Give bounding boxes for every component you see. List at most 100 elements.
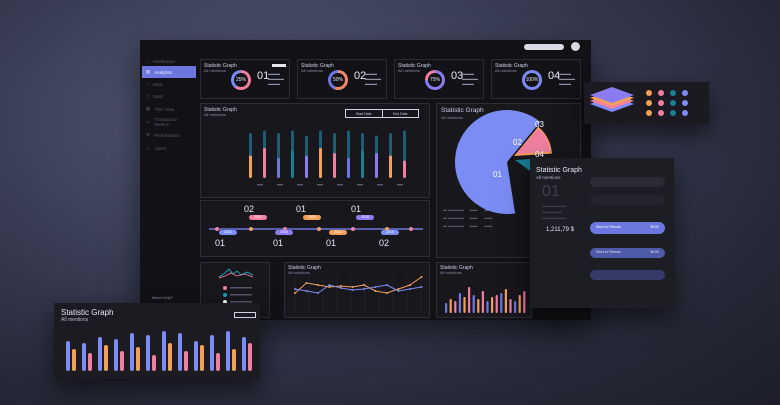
bar	[104, 345, 108, 371]
bar	[458, 293, 461, 313]
bar	[120, 351, 124, 371]
stat-card-sub: All mentions	[398, 68, 420, 73]
transaction-row[interactable]	[590, 195, 665, 205]
stat-card-4: Statistic Graph All mentions 100% 04 ▬▬▬…	[491, 59, 581, 99]
timeline-node	[351, 227, 355, 231]
square-icon: □	[146, 93, 149, 99]
timeline-number: 01	[351, 204, 362, 214]
panel-subtitle: All mentions	[288, 270, 310, 275]
search-input[interactable]	[524, 44, 564, 50]
dot-icon	[670, 110, 676, 116]
timeline-node	[215, 227, 219, 231]
pie-label: 04	[535, 150, 544, 159]
bar	[232, 349, 236, 371]
bar	[277, 158, 280, 178]
dot-icon	[682, 90, 688, 96]
donut-chart: 100%	[522, 70, 542, 90]
stat-card-title: Statistic Graph	[301, 63, 334, 69]
bar	[403, 160, 406, 178]
help-link[interactable]: Need Help?	[152, 295, 174, 300]
bar	[162, 331, 166, 371]
bar	[523, 291, 526, 313]
bar	[72, 349, 76, 371]
bar	[200, 345, 204, 371]
bar	[347, 158, 350, 178]
stat-card-title: Statistic Graph	[204, 63, 237, 69]
year-chip[interactable]: 2016	[275, 230, 293, 235]
sidebar-item-data[interactable]: ○ Data	[146, 81, 163, 87]
panel-subtitle: All mentions	[441, 115, 463, 120]
year-chip[interactable]: 2014	[329, 230, 347, 235]
bar	[82, 343, 86, 371]
bar-chart-panel: Statistic Graph All mentions Start Date …	[200, 103, 430, 198]
data-point	[305, 290, 308, 292]
data-point	[397, 288, 400, 290]
bar	[481, 291, 484, 313]
bar	[361, 150, 364, 178]
line-chart	[294, 275, 423, 313]
bar	[248, 343, 252, 371]
tick-label	[337, 184, 343, 186]
date-range: Start Date End Date	[345, 109, 419, 118]
tick-label	[357, 184, 363, 186]
sidebar-item-top-view[interactable]: ▦ TOP View	[146, 106, 175, 112]
pie-label: 03	[535, 120, 544, 129]
panel-subtitle: All mentions	[61, 317, 89, 323]
data-point	[386, 284, 388, 286]
end-date-button[interactable]: End Date	[392, 111, 408, 116]
transaction-row[interactable]: Send to Friends 38.00	[590, 248, 665, 258]
bar	[130, 333, 134, 371]
pie-table: ▬ ▬▬▬▬ ▬▬ ▬▬ ▬ ▬▬▬▬ ▬▬ ▬▬ ▬ ▬▬▬▬ ▬▬ ▬▬	[443, 207, 493, 228]
bar	[291, 150, 294, 178]
transaction-row-selected[interactable]: Send to Friends 38.00	[590, 222, 665, 234]
bar	[389, 155, 392, 178]
timeline-panel: 02 01 01 01 01 01 02 2022 2020 2018 2024…	[200, 200, 430, 257]
bar	[178, 333, 182, 371]
year-chip[interactable]: 2020	[303, 215, 321, 220]
dot-icon	[658, 110, 664, 116]
series-line	[294, 276, 422, 294]
stat-card-2: Statistic Graph All mentions 50% 02 ▬▬▬ ▬…	[297, 59, 387, 99]
transaction-row[interactable]	[590, 270, 665, 280]
chart-icon: ▥	[146, 69, 151, 74]
card-icon: ▭	[146, 119, 151, 124]
bar	[500, 293, 503, 313]
stat-card-sub: All mentions	[204, 68, 226, 73]
range-toggle[interactable]	[234, 312, 256, 318]
sidebar-item-dashboard[interactable]: ⌂ Dashboard	[146, 58, 175, 64]
bar	[152, 355, 156, 371]
toggle[interactable]	[272, 64, 286, 67]
stat-number: 03	[451, 70, 464, 82]
dot-icon	[646, 90, 652, 96]
statistic-panel-floating-right: Statistic Graph All mentions 01 ▬▬▬▬▬▬ ▬▬…	[530, 158, 674, 308]
data-point	[328, 284, 331, 286]
bar	[319, 148, 322, 178]
sidebar-item-stats[interactable]: □ Stats	[146, 93, 163, 99]
avatar[interactable]	[571, 42, 580, 51]
panel-title: Statistic Graph	[61, 308, 114, 317]
bar	[194, 341, 198, 371]
data-point	[340, 285, 342, 287]
pie-label: 02	[513, 138, 522, 147]
year-chip[interactable]: 2018	[356, 215, 374, 220]
sidebar-item-transactions[interactable]: ▭ Transaction Metrics	[146, 117, 178, 127]
bar	[98, 337, 102, 371]
bar	[491, 297, 494, 313]
bar-chart	[249, 130, 406, 186]
sidebar-item-performance[interactable]: ⚙ Performance	[146, 132, 180, 138]
data-point	[409, 288, 411, 290]
bar	[263, 148, 266, 178]
data-point	[374, 286, 377, 288]
bar	[449, 299, 452, 313]
transaction-row[interactable]	[590, 177, 665, 187]
sidebar-item-users[interactable]: ☺ Users	[146, 145, 167, 151]
data-point	[420, 276, 423, 278]
year-chip[interactable]: 2022	[249, 215, 267, 220]
bar	[184, 351, 188, 371]
year-chip[interactable]: 2024	[219, 230, 237, 235]
stat-number: 01	[257, 70, 270, 82]
year-chip[interactable]: 2010	[381, 230, 399, 235]
start-date-button[interactable]: Start Date	[346, 110, 383, 117]
bar	[210, 335, 214, 371]
sidebar-item-analytics[interactable]: ▥ Analytics	[142, 66, 196, 78]
